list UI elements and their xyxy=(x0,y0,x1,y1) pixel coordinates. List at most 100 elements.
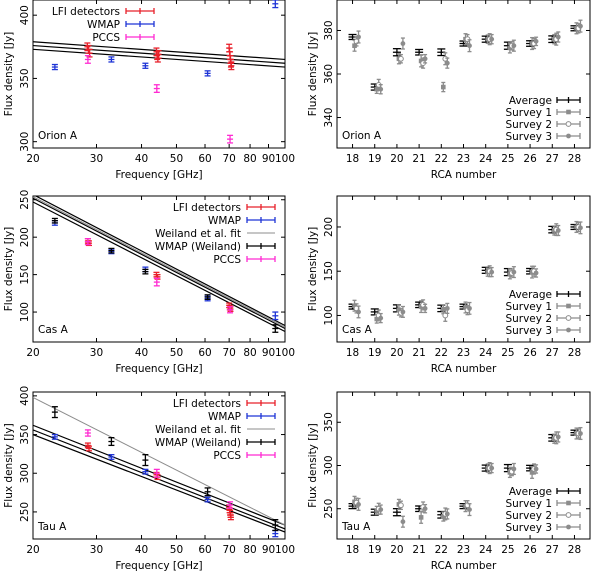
x-tick-label: 22 xyxy=(435,347,448,359)
survey-3-marker xyxy=(400,41,406,46)
survey-3-marker xyxy=(511,269,517,275)
chart-panel-5: 20 30 40 50 60 70 80 90 100 250 300 350 400 Frequency… xyxy=(3,386,295,572)
y-tick-label: 100 xyxy=(323,305,335,325)
survey-3-marker xyxy=(578,23,583,29)
x-tick-label: 24 xyxy=(479,544,493,556)
plot-frame xyxy=(32,195,286,343)
y-tick-label: 250 xyxy=(19,190,31,210)
y-tick-label: 350 xyxy=(19,68,31,88)
y-tick-label: 400 xyxy=(19,386,31,406)
survey-2-marker xyxy=(398,502,404,509)
legend-label: WMAP xyxy=(87,19,120,31)
y-tick-label: 250 xyxy=(19,502,31,522)
x-tick-label: 27 xyxy=(546,347,559,359)
x-axis-label: Frequency [GHz] xyxy=(115,560,202,572)
x-axis-label: RCA number xyxy=(431,560,497,572)
plot-area xyxy=(33,196,285,333)
panel-label: Cas A xyxy=(38,324,69,336)
x-tick-label: 80 xyxy=(243,153,256,165)
x-tick-label: 90 xyxy=(262,153,275,165)
x-tick-label: 19 xyxy=(368,544,381,556)
x-tick-label: 40 xyxy=(135,544,148,556)
legend-label: Average xyxy=(509,486,552,498)
x-tick-label: 21 xyxy=(412,544,425,556)
x-tick-label: 20 xyxy=(390,153,403,165)
fit-line-lower xyxy=(33,201,285,333)
survey-3-marker xyxy=(444,60,450,66)
legend-label: Survey 1 xyxy=(505,498,552,510)
survey-3-marker xyxy=(444,305,450,311)
legend-label: Weiland et al. fit xyxy=(155,424,241,436)
legend-label: Survey 1 xyxy=(505,107,552,119)
y-tick-label: 300 xyxy=(19,463,31,483)
x-tick-label: 21 xyxy=(412,347,425,359)
survey-3-marker xyxy=(533,466,539,472)
plot-frame xyxy=(32,391,286,540)
legend-label: Survey 3 xyxy=(505,325,552,337)
x-tick-label: 23 xyxy=(457,153,470,165)
x-tick-label: 70 xyxy=(222,544,235,556)
x-tick-label: 18 xyxy=(346,347,359,359)
survey-3-marker xyxy=(400,519,406,525)
x-tick-label: 60 xyxy=(198,153,211,165)
chart-panel-3: 20 30 40 50 60 70 80 90 100100150200250Frequency… xyxy=(3,190,295,375)
fit-line-lower xyxy=(33,433,285,533)
y-axis-label: Flux density [Jy] xyxy=(307,227,319,312)
x-tick-label: 100 xyxy=(275,347,295,359)
legend-label: Survey 1 xyxy=(505,301,552,313)
survey-3-marker xyxy=(356,309,361,315)
x-axis-label: Frequency [GHz] xyxy=(115,169,202,181)
y-tick-label: 360 xyxy=(323,64,335,84)
x-tick-label: 40 xyxy=(135,347,148,359)
legend-label: Average xyxy=(509,95,552,107)
x-axis-label: RCA number xyxy=(431,363,497,375)
legend-label: Average xyxy=(509,289,552,301)
x-tick-label: 20 xyxy=(26,544,39,556)
x-tick-label: 24 xyxy=(479,153,493,165)
x-tick-label: 100 xyxy=(275,544,295,556)
plot-frame xyxy=(32,0,286,149)
x-tick-label: 26 xyxy=(523,153,537,165)
y-tick-label: 200 xyxy=(19,227,31,247)
legend-marker xyxy=(565,121,572,127)
x-tick-label: 20 xyxy=(390,544,403,556)
survey-1-marker xyxy=(441,84,446,90)
survey-3-marker xyxy=(555,34,561,40)
survey-3-marker xyxy=(511,43,517,49)
x-tick-label: 30 xyxy=(90,153,103,165)
legend-label: Survey 3 xyxy=(505,522,552,534)
legend-marker xyxy=(566,109,571,115)
fit-line-center xyxy=(33,197,285,330)
x-axis-label: RCA number xyxy=(431,169,497,181)
survey-3-marker xyxy=(578,431,583,436)
x-tick-label: 60 xyxy=(198,544,211,556)
x-tick-label: 25 xyxy=(501,544,514,556)
legend-label: WMAP (Weiland) xyxy=(155,437,241,449)
survey-3-marker xyxy=(378,86,384,92)
chart-panel-4: 18 19 20 21 22 23 24 25 26 27 28 100 150 200 RCA numbe… xyxy=(307,195,591,375)
x-tick-label: 60 xyxy=(198,347,211,359)
survey-3-marker xyxy=(422,506,428,512)
x-tick-label: 50 xyxy=(170,153,183,165)
y-tick-label: 250 xyxy=(323,499,335,519)
plot-frame xyxy=(336,0,591,149)
survey-3-marker xyxy=(422,305,428,311)
survey-3-marker xyxy=(533,270,539,276)
x-tick-label: 50 xyxy=(170,544,183,556)
x-tick-label: 22 xyxy=(435,153,448,165)
survey-1-marker xyxy=(418,515,424,520)
panel-label: Tau A xyxy=(37,521,67,533)
legend-label: PCCS xyxy=(213,254,241,266)
x-tick-label: 21 xyxy=(412,153,425,165)
x-tick-label: 19 xyxy=(368,153,381,165)
survey-3-marker xyxy=(378,315,384,321)
x-tick-label: 28 xyxy=(568,347,581,359)
x-tick-label: 27 xyxy=(546,153,559,165)
survey-3-marker xyxy=(356,34,361,40)
y-tick-label: 350 xyxy=(323,412,335,432)
x-tick-label: 22 xyxy=(435,544,448,556)
